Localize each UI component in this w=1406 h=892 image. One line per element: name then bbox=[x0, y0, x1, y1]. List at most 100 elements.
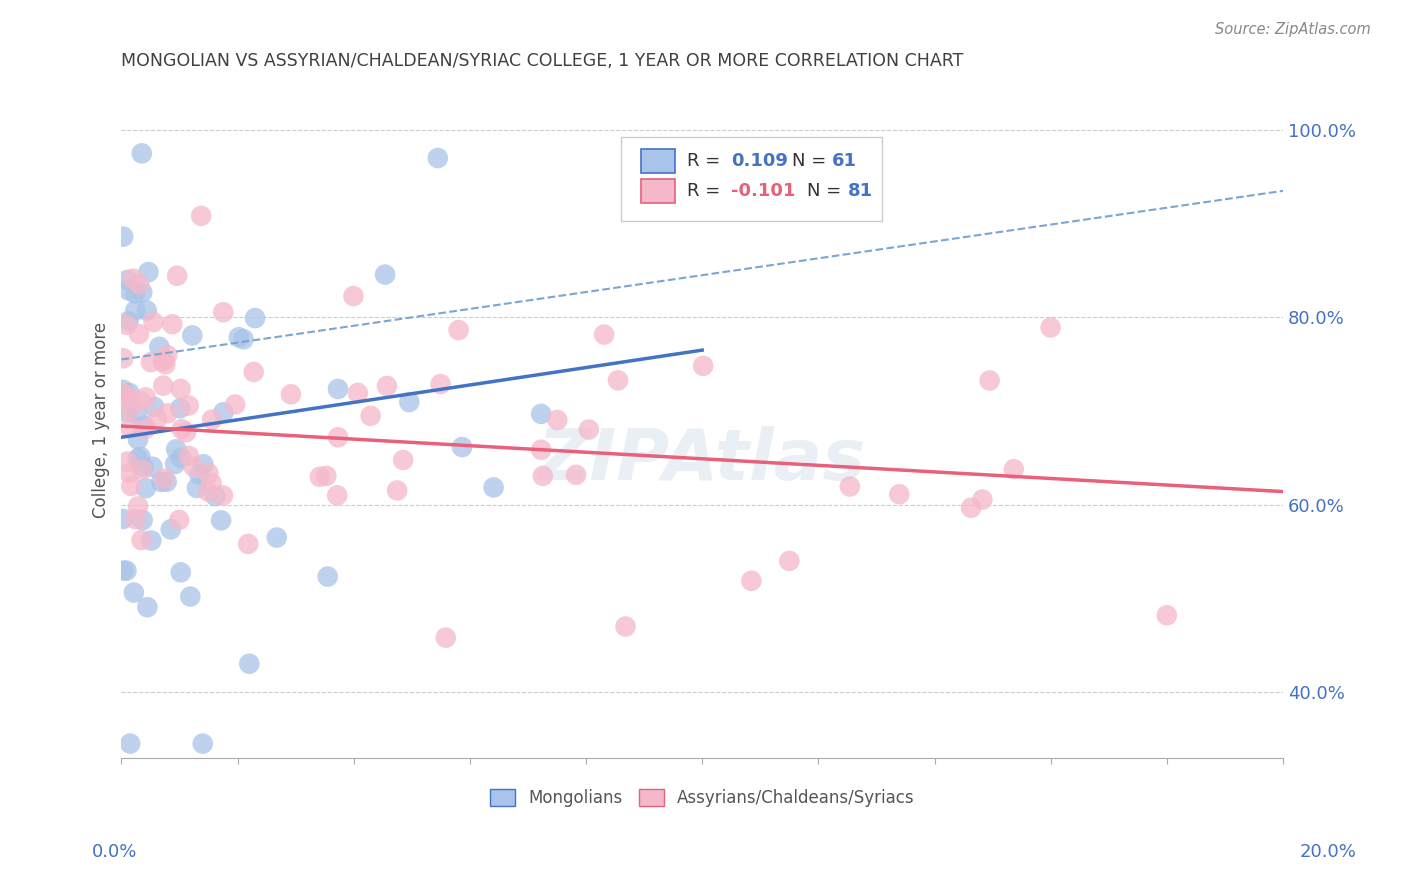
Text: Source: ZipAtlas.com: Source: ZipAtlas.com bbox=[1215, 22, 1371, 37]
Point bbox=[482, 480, 505, 494]
Point bbox=[112, 386, 135, 401]
Point bbox=[122, 271, 145, 285]
Point bbox=[135, 303, 157, 318]
Point bbox=[127, 451, 149, 466]
Point bbox=[188, 467, 211, 482]
Point bbox=[228, 330, 250, 344]
Point bbox=[117, 405, 139, 419]
Point bbox=[117, 314, 139, 328]
Point bbox=[326, 488, 349, 502]
Point bbox=[112, 383, 135, 397]
Point bbox=[385, 483, 408, 498]
Point bbox=[546, 413, 568, 427]
Point bbox=[429, 377, 451, 392]
Point bbox=[374, 268, 396, 282]
Point bbox=[138, 265, 160, 279]
Point bbox=[243, 311, 266, 326]
Point bbox=[778, 554, 800, 568]
Point bbox=[212, 405, 235, 419]
Point bbox=[131, 285, 153, 300]
Point bbox=[190, 209, 212, 223]
Point bbox=[117, 283, 139, 297]
Point bbox=[197, 484, 219, 499]
Point bbox=[128, 277, 150, 292]
Point bbox=[131, 463, 153, 477]
Point bbox=[156, 475, 179, 489]
Point bbox=[132, 460, 155, 475]
Point bbox=[530, 407, 553, 421]
Point bbox=[118, 402, 141, 417]
Point bbox=[972, 492, 994, 507]
Point bbox=[1002, 462, 1025, 476]
Text: MONGOLIAN VS ASSYRIAN/CHALDEAN/SYRIAC COLLEGE, 1 YEAR OR MORE CORRELATION CHART: MONGOLIAN VS ASSYRIAN/CHALDEAN/SYRIAC CO… bbox=[121, 53, 965, 70]
Point bbox=[142, 315, 165, 329]
Point bbox=[607, 373, 630, 387]
Point bbox=[120, 479, 142, 493]
Point bbox=[212, 305, 235, 319]
FancyBboxPatch shape bbox=[641, 179, 675, 203]
Point bbox=[152, 378, 174, 392]
Point bbox=[169, 401, 191, 416]
Point bbox=[242, 365, 264, 379]
Point bbox=[148, 340, 170, 354]
Point bbox=[209, 513, 232, 527]
Point bbox=[177, 449, 200, 463]
Point bbox=[360, 409, 382, 423]
Point bbox=[1156, 608, 1178, 623]
Point bbox=[135, 390, 157, 404]
Point bbox=[155, 357, 177, 371]
Point bbox=[326, 430, 349, 444]
Point bbox=[136, 600, 159, 615]
Text: 61: 61 bbox=[832, 152, 858, 169]
Point bbox=[692, 359, 714, 373]
Point bbox=[197, 466, 219, 480]
Point bbox=[117, 390, 139, 404]
Text: N =: N = bbox=[792, 152, 832, 169]
Point bbox=[201, 476, 224, 491]
Point bbox=[127, 433, 149, 447]
Point bbox=[165, 442, 187, 457]
Point bbox=[131, 513, 153, 527]
Point bbox=[115, 564, 138, 578]
Point bbox=[165, 457, 187, 471]
FancyBboxPatch shape bbox=[621, 137, 882, 221]
Point bbox=[447, 323, 470, 337]
Point bbox=[979, 374, 1001, 388]
Point bbox=[398, 395, 420, 409]
Point bbox=[122, 585, 145, 599]
Point bbox=[191, 737, 214, 751]
Point bbox=[326, 382, 349, 396]
Point bbox=[170, 450, 193, 465]
Point bbox=[392, 453, 415, 467]
Point bbox=[117, 273, 139, 287]
Point bbox=[118, 386, 141, 401]
Point bbox=[232, 332, 254, 346]
Y-axis label: College, 1 year or more: College, 1 year or more bbox=[93, 322, 110, 518]
Point bbox=[181, 328, 204, 343]
Point bbox=[152, 354, 174, 368]
Text: N =: N = bbox=[807, 182, 846, 200]
Point bbox=[316, 569, 339, 583]
Point bbox=[167, 513, 190, 527]
Point bbox=[347, 386, 370, 401]
Point bbox=[451, 440, 474, 454]
Text: 81: 81 bbox=[848, 182, 873, 200]
Point bbox=[530, 442, 553, 457]
Point bbox=[224, 398, 246, 412]
Point bbox=[174, 425, 197, 440]
Point bbox=[156, 406, 179, 420]
Point bbox=[125, 407, 148, 421]
FancyBboxPatch shape bbox=[641, 149, 675, 173]
Point bbox=[115, 318, 138, 332]
Point bbox=[1039, 320, 1062, 334]
Point bbox=[112, 229, 135, 244]
Point bbox=[740, 574, 762, 588]
Point bbox=[614, 619, 637, 633]
Point bbox=[565, 467, 588, 482]
Point bbox=[131, 146, 153, 161]
Point bbox=[193, 457, 215, 471]
Point bbox=[146, 412, 169, 426]
Point bbox=[112, 564, 135, 578]
Point bbox=[169, 382, 191, 396]
Point bbox=[124, 303, 146, 318]
